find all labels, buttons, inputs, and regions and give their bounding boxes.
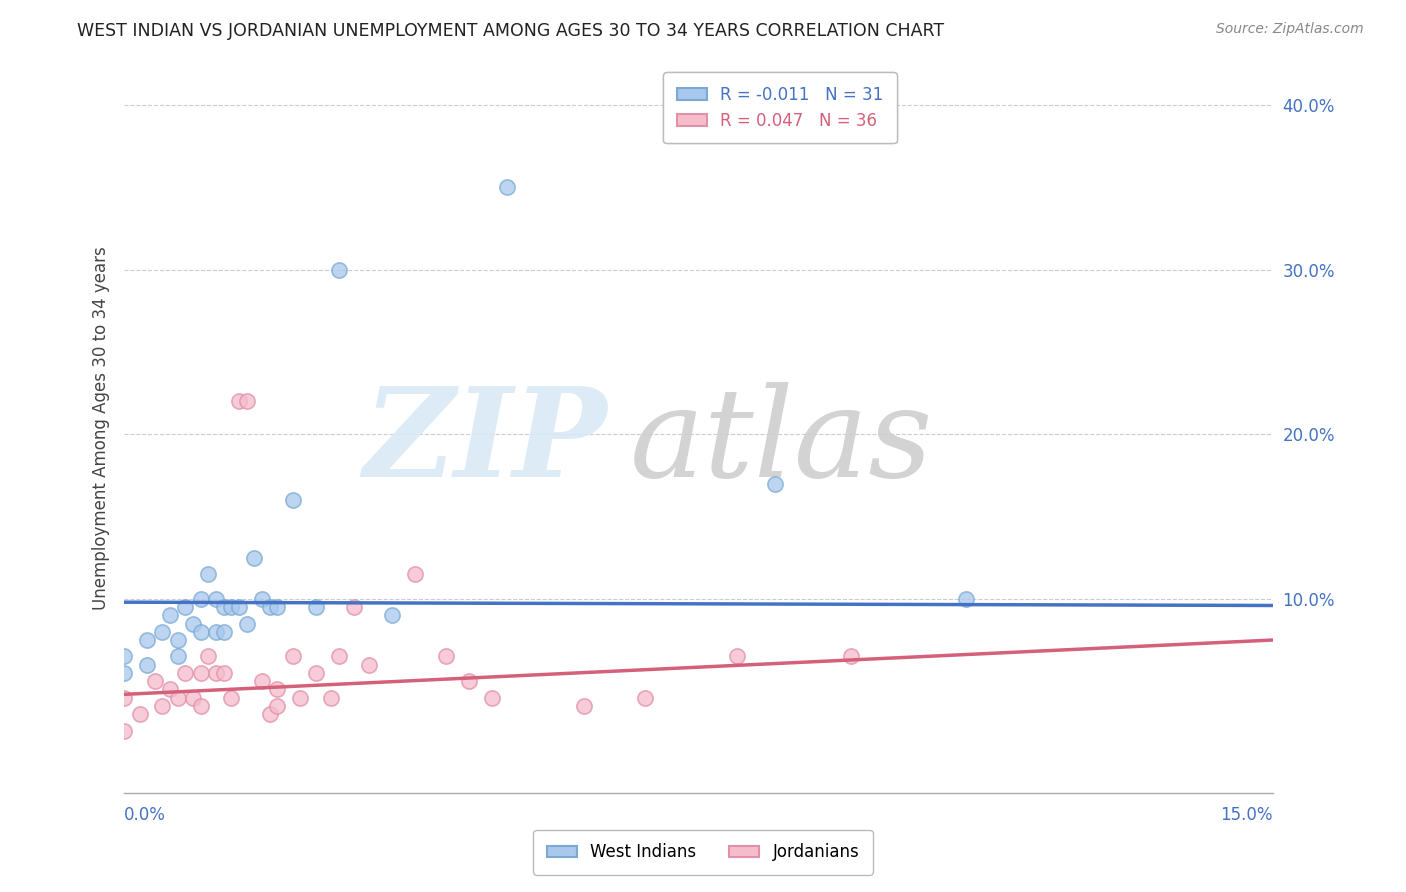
Point — [328, 649, 350, 664]
Point — [166, 633, 188, 648]
Point — [304, 600, 326, 615]
Point — [404, 567, 426, 582]
Point — [190, 665, 212, 680]
Legend: R = -0.011   N = 31, R = 0.047   N = 36: R = -0.011 N = 31, R = 0.047 N = 36 — [664, 72, 897, 144]
Point — [328, 262, 350, 277]
Point — [221, 690, 243, 705]
Point — [955, 591, 977, 606]
Text: atlas: atlas — [630, 383, 932, 504]
Point — [128, 707, 150, 722]
Text: 0.0%: 0.0% — [124, 806, 166, 824]
Point — [250, 674, 273, 689]
Point — [235, 616, 257, 631]
Legend: West Indians, Jordanians: West Indians, Jordanians — [533, 830, 873, 875]
Point — [281, 649, 304, 664]
Point — [143, 674, 166, 689]
Point — [281, 493, 304, 508]
Point — [197, 567, 219, 582]
Point — [136, 633, 159, 648]
Point — [205, 665, 228, 680]
Point — [205, 624, 228, 639]
Point — [381, 608, 404, 623]
Text: WEST INDIAN VS JORDANIAN UNEMPLOYMENT AMONG AGES 30 TO 34 YEARS CORRELATION CHAR: WEST INDIAN VS JORDANIAN UNEMPLOYMENT AM… — [77, 22, 945, 40]
Point — [290, 690, 312, 705]
Point — [112, 649, 135, 664]
Point — [197, 649, 219, 664]
Text: Source: ZipAtlas.com: Source: ZipAtlas.com — [1216, 22, 1364, 37]
Point — [259, 707, 281, 722]
Point — [181, 690, 204, 705]
Point — [228, 600, 250, 615]
Point — [221, 600, 243, 615]
Point — [136, 657, 159, 672]
Point — [112, 723, 135, 738]
Point — [152, 624, 174, 639]
Text: 15.0%: 15.0% — [1220, 806, 1272, 824]
Text: ZIP: ZIP — [363, 383, 606, 504]
Point — [763, 476, 786, 491]
Point — [243, 550, 266, 565]
Point — [181, 616, 204, 631]
Point — [235, 394, 257, 409]
Point — [304, 665, 326, 680]
Point — [496, 180, 519, 194]
Point — [725, 649, 748, 664]
Point — [190, 624, 212, 639]
Point — [174, 665, 197, 680]
Point — [481, 690, 503, 705]
Point — [343, 600, 366, 615]
Point — [174, 600, 197, 615]
Point — [841, 649, 863, 664]
Point — [190, 591, 212, 606]
Point — [457, 674, 479, 689]
Point — [205, 591, 228, 606]
Point — [112, 665, 135, 680]
Point — [112, 690, 135, 705]
Point — [212, 665, 235, 680]
Point — [319, 690, 342, 705]
Point — [152, 698, 174, 713]
Point — [159, 608, 181, 623]
Point — [250, 591, 273, 606]
Point — [266, 682, 288, 697]
Point — [434, 649, 457, 664]
Point — [159, 682, 181, 697]
Y-axis label: Unemployment Among Ages 30 to 34 years: Unemployment Among Ages 30 to 34 years — [93, 247, 110, 610]
Point — [212, 600, 235, 615]
Point — [266, 600, 288, 615]
Point — [212, 624, 235, 639]
Point — [259, 600, 281, 615]
Point — [166, 649, 188, 664]
Point — [190, 698, 212, 713]
Point — [266, 698, 288, 713]
Point — [634, 690, 657, 705]
Point — [572, 698, 595, 713]
Point — [359, 657, 381, 672]
Point — [166, 690, 188, 705]
Point — [228, 394, 250, 409]
